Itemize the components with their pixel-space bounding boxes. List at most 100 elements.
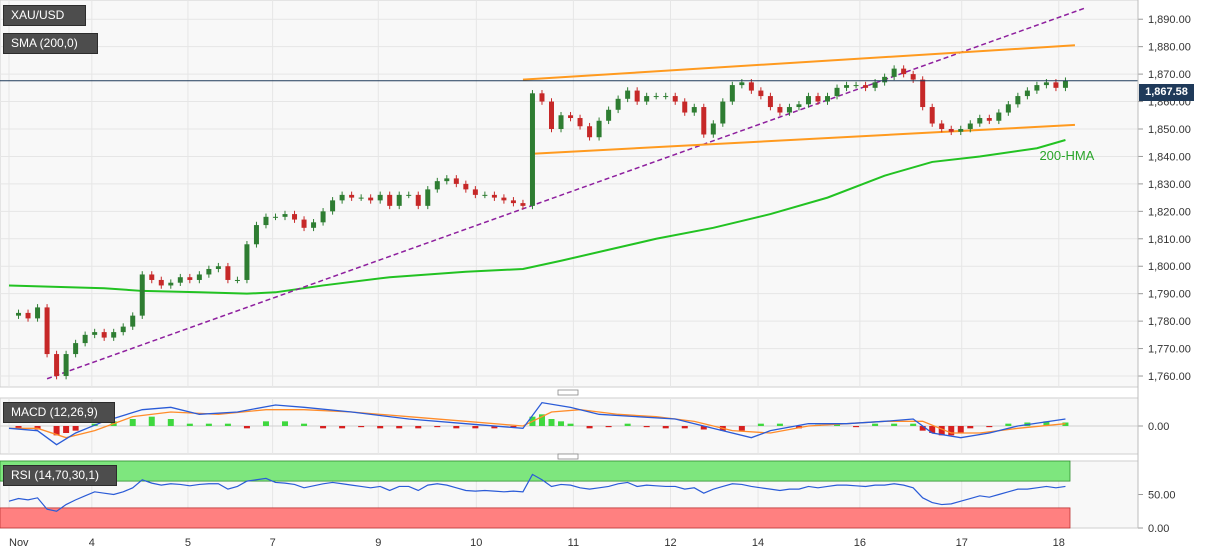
candle-body bbox=[558, 115, 564, 129]
candle-body bbox=[234, 279, 240, 281]
macd-histogram-bar bbox=[558, 421, 565, 426]
candle-body bbox=[196, 274, 202, 280]
candle-body bbox=[187, 277, 193, 280]
candle-body bbox=[596, 120, 602, 138]
candle-body bbox=[805, 96, 811, 105]
x-tick-label: 11 bbox=[568, 537, 579, 549]
macd-histogram-bar bbox=[776, 423, 783, 426]
candle-body bbox=[748, 82, 754, 91]
pane-resize-handle bbox=[557, 389, 579, 396]
candle-body bbox=[63, 354, 69, 377]
candle-body bbox=[491, 194, 497, 198]
symbol-label[interactable]: XAU/USD bbox=[3, 5, 86, 26]
candle-body bbox=[967, 123, 973, 129]
candle-body bbox=[1053, 82, 1059, 88]
pane-resize-handle bbox=[557, 453, 579, 460]
candle-body bbox=[691, 107, 697, 113]
macd-histogram-bar bbox=[377, 426, 384, 429]
hma-200-label: 200-HMA bbox=[1039, 148, 1094, 163]
macd-histogram-bar bbox=[872, 423, 879, 426]
candle-body bbox=[263, 216, 269, 226]
candle-body bbox=[330, 200, 336, 212]
macd-histogram-bar bbox=[624, 423, 631, 426]
macd-histogram-bar bbox=[472, 426, 479, 429]
x-tick-label: 4 bbox=[89, 537, 95, 549]
candle-body bbox=[767, 96, 773, 108]
y-tick-label: 1,840.00 bbox=[1148, 151, 1191, 163]
macd-histogram-bar bbox=[415, 426, 422, 429]
candle-body bbox=[777, 107, 783, 113]
macd-histogram-bar bbox=[320, 426, 327, 429]
sma-indicator-label[interactable]: SMA (200,0) bbox=[3, 33, 98, 54]
candle-body bbox=[986, 118, 992, 121]
candle-body bbox=[920, 79, 926, 108]
candle-body bbox=[729, 85, 735, 102]
candle-body bbox=[396, 194, 402, 206]
y-tick-label: 1,890.00 bbox=[1148, 14, 1191, 26]
rsi-indicator-label[interactable]: RSI (14,70,30,1) bbox=[3, 465, 117, 486]
macd-histogram-bar bbox=[853, 426, 860, 428]
macd-histogram-bar bbox=[605, 426, 612, 428]
macd-histogram-bar bbox=[891, 423, 898, 426]
macd-histogram-bar bbox=[358, 426, 365, 428]
candle-body bbox=[130, 315, 136, 327]
x-tick-label: 16 bbox=[854, 537, 866, 549]
candle-body bbox=[35, 307, 41, 319]
candle-body bbox=[625, 90, 631, 99]
macd-histogram-bar bbox=[738, 426, 745, 431]
y-tick-label: 1,820.00 bbox=[1148, 206, 1191, 218]
main-pane-background bbox=[0, 0, 1139, 388]
macd-histogram-bar bbox=[148, 416, 155, 426]
macd-histogram-bar bbox=[434, 426, 441, 428]
candle-body bbox=[891, 68, 897, 77]
candle-body bbox=[701, 107, 707, 135]
x-tick-label: 9 bbox=[375, 537, 381, 549]
candle-body bbox=[415, 194, 421, 206]
x-tick-label: 18 bbox=[1053, 537, 1065, 549]
candle-body bbox=[272, 216, 278, 218]
candle-body bbox=[358, 197, 364, 199]
hma-200-line bbox=[8, 139, 1066, 295]
candle-body bbox=[349, 194, 355, 198]
macd-histogram-bar bbox=[967, 426, 974, 429]
macd-histogram-bar bbox=[205, 423, 212, 426]
macd-histogram-bar bbox=[700, 426, 707, 430]
x-tick-label: 14 bbox=[752, 537, 764, 549]
candle-body bbox=[1034, 85, 1040, 91]
candle-body bbox=[510, 200, 516, 204]
candle-body bbox=[615, 98, 621, 110]
candle-body bbox=[139, 274, 145, 316]
candle-body bbox=[644, 96, 650, 102]
macd-histogram-bar bbox=[15, 426, 22, 429]
y-tick-label: 1,850.00 bbox=[1148, 124, 1191, 136]
rsi-oversold-zone bbox=[0, 507, 1071, 529]
candle-body bbox=[54, 354, 60, 377]
macd-histogram-bar bbox=[396, 426, 403, 429]
macd-indicator-label[interactable]: MACD (12,26,9) bbox=[3, 402, 115, 423]
candle-body bbox=[568, 115, 574, 119]
macd-histogram-bar bbox=[63, 426, 70, 433]
candle-body bbox=[44, 307, 50, 355]
candle-body bbox=[606, 109, 612, 121]
candle-body bbox=[958, 129, 964, 132]
candle-body bbox=[815, 96, 821, 102]
x-tick-label: 7 bbox=[270, 537, 276, 549]
candle-body bbox=[482, 194, 488, 196]
candle-body bbox=[311, 222, 317, 228]
macd-histogram-bar bbox=[453, 426, 460, 429]
candle-body bbox=[758, 90, 764, 97]
candle-body bbox=[453, 178, 459, 184]
macd-histogram-bar bbox=[681, 426, 688, 429]
candle-body bbox=[1043, 82, 1049, 86]
candle-body bbox=[444, 178, 450, 182]
macd-histogram-bar bbox=[282, 421, 289, 426]
candle-body bbox=[786, 107, 792, 113]
candle-body bbox=[872, 82, 878, 88]
candle-body bbox=[720, 101, 726, 124]
channel-lower-line bbox=[532, 123, 1076, 155]
candle-body bbox=[463, 183, 469, 190]
candle-body bbox=[111, 332, 117, 338]
macd-histogram-bar bbox=[510, 426, 517, 428]
